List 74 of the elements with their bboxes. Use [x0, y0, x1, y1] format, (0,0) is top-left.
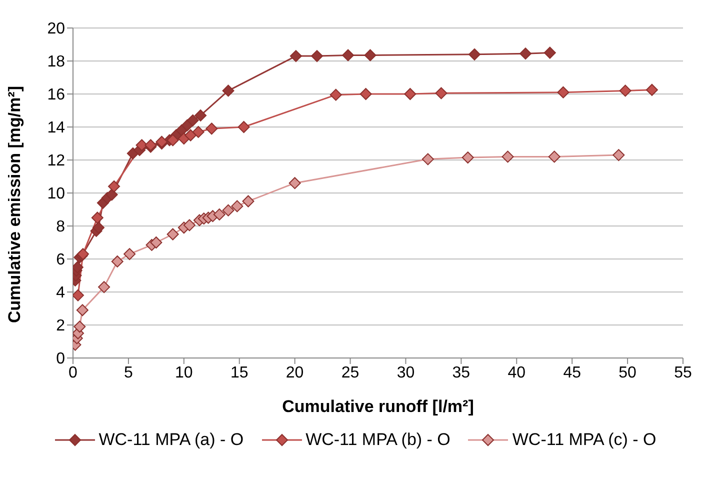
- y-tick-label: 20: [47, 20, 66, 38]
- y-tick-label: 4: [56, 284, 66, 302]
- point: [290, 50, 302, 62]
- point: [108, 180, 120, 192]
- x-tick-label: 35: [452, 364, 470, 382]
- y-tick-label: 10: [47, 186, 66, 203]
- point: [311, 50, 323, 62]
- point: [98, 281, 110, 294]
- point: [544, 46, 556, 59]
- point: [222, 84, 234, 97]
- point: [76, 304, 88, 316]
- point: [612, 149, 625, 162]
- point: [619, 84, 632, 97]
- point: [646, 84, 658, 96]
- point: [288, 177, 301, 190]
- legend-label: WC-11 MPA (b) - O: [306, 430, 450, 450]
- x-tick-label: 50: [618, 364, 637, 382]
- x-tick-label: 0: [68, 364, 78, 382]
- x-tick-label: 25: [341, 364, 360, 382]
- point: [183, 219, 196, 232]
- point: [435, 87, 448, 100]
- y-tick-label: 0: [56, 350, 66, 368]
- point: [557, 86, 570, 98]
- point: [422, 153, 434, 166]
- x-tick-label: 5: [124, 364, 133, 382]
- legend-label: WC-11 MPA (a) - O: [98, 430, 244, 450]
- point: [548, 150, 560, 163]
- y-tick-label: 8: [56, 218, 66, 236]
- point: [242, 195, 254, 208]
- x-tick-label: 20: [286, 364, 304, 382]
- point: [342, 49, 354, 62]
- point: [206, 122, 218, 135]
- x-tick-label: 40: [508, 364, 526, 382]
- y-tick-label: 12: [47, 152, 66, 170]
- x-tick-label: 15: [230, 364, 248, 382]
- point: [73, 289, 84, 302]
- x-tick-label: 55: [674, 364, 692, 382]
- point: [136, 139, 148, 152]
- point: [192, 126, 204, 138]
- y-axis-title: Cumulative emission [mg/m²]: [5, 86, 24, 323]
- point: [213, 208, 226, 220]
- point: [150, 236, 162, 248]
- point: [404, 88, 416, 100]
- point: [92, 222, 105, 234]
- y-tick-label: 6: [56, 252, 66, 269]
- x-axis-title: Cumulative runoff [l/m²]: [282, 397, 474, 416]
- point: [520, 48, 532, 60]
- point: [186, 114, 199, 126]
- point: [106, 188, 118, 201]
- point: [74, 320, 86, 333]
- point: [364, 49, 376, 62]
- y-tick-label: 14: [47, 120, 66, 137]
- y-tick-label: 16: [47, 86, 66, 104]
- x-tick-label: 45: [563, 364, 582, 382]
- point: [360, 88, 372, 100]
- point: [330, 88, 342, 101]
- point: [468, 48, 480, 60]
- point: [166, 228, 179, 240]
- y-tick-label: 2: [56, 318, 66, 335]
- x-tick-label: 10: [175, 364, 193, 382]
- point: [231, 200, 244, 212]
- x-tick-label: 30: [396, 364, 415, 382]
- point: [462, 152, 474, 164]
- point: [502, 150, 514, 163]
- legend-label: WC-11 MPA (c) - O: [512, 430, 656, 450]
- point: [238, 121, 250, 133]
- y-tick-label: 18: [47, 54, 66, 71]
- point: [111, 255, 124, 268]
- point: [184, 129, 197, 142]
- point: [194, 109, 207, 122]
- point: [91, 212, 104, 224]
- point: [222, 204, 234, 216]
- point: [124, 248, 136, 260]
- point: [166, 134, 179, 146]
